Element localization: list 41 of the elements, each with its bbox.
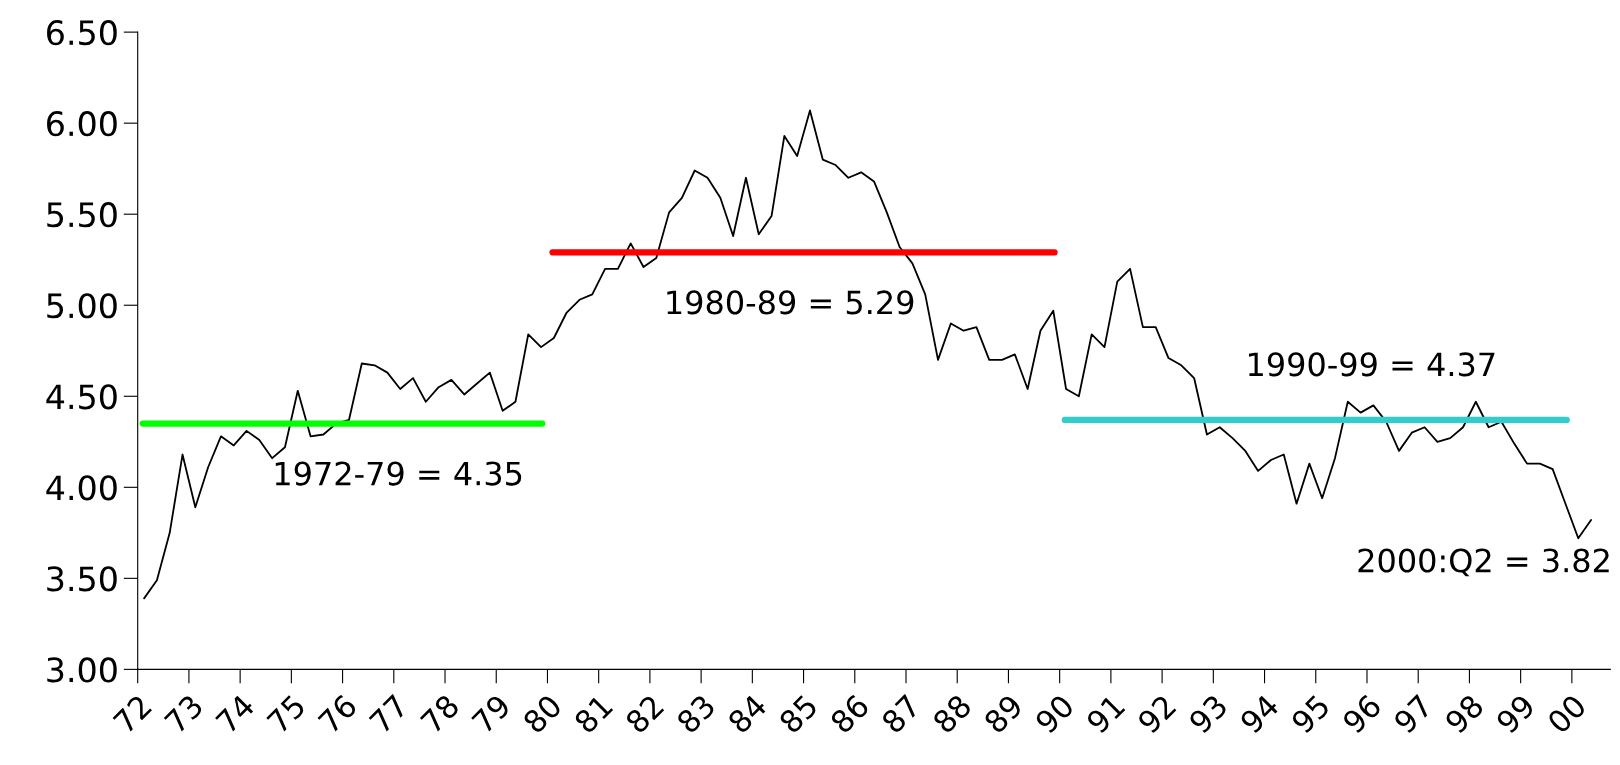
x-tick-label: 88 bbox=[931, 693, 973, 735]
y-tick-label: 3.00 bbox=[47, 657, 117, 683]
x-tick-label: 84 bbox=[726, 693, 768, 735]
series-label: 1972-79 = 4.35 bbox=[275, 461, 522, 486]
x-tick-label: 75 bbox=[266, 694, 307, 735]
x-tick-label: 90 bbox=[1033, 693, 1075, 735]
x-tick-label: 89 bbox=[982, 693, 1024, 735]
x-tick-label: 83 bbox=[675, 693, 717, 735]
x-tick-label: 00 bbox=[1546, 693, 1588, 735]
x-tick-label: 96 bbox=[1341, 693, 1383, 735]
y-tick-label: 4.00 bbox=[46, 475, 117, 501]
x-tick-label: 97 bbox=[1392, 693, 1434, 735]
x-tick-label: 76 bbox=[317, 693, 358, 735]
x-tick-label: 79 bbox=[470, 693, 512, 735]
x-tick-label: 93 bbox=[1187, 693, 1229, 735]
x-tick-label: 86 bbox=[829, 693, 871, 735]
x-tick-label: 87 bbox=[880, 693, 921, 735]
x-tick-label: 95 bbox=[1290, 693, 1331, 735]
y-tick-label: 6.00 bbox=[47, 111, 117, 137]
x-tick-label: 74 bbox=[215, 693, 256, 734]
annotation: 2000:Q2 = 3.82 bbox=[1358, 548, 1609, 577]
x-tick-label: 73 bbox=[163, 693, 204, 735]
x-tick-label: 77 bbox=[368, 694, 409, 734]
x-tick-label: 99 bbox=[1494, 693, 1536, 735]
x-tick-label: 72 bbox=[112, 694, 152, 734]
x-tick-label: 92 bbox=[1136, 694, 1177, 735]
y-tick-label: 4.50 bbox=[46, 384, 117, 410]
x-tick-label: 94 bbox=[1238, 693, 1281, 735]
y-tick-label: 6.50 bbox=[47, 20, 117, 46]
x-tick-label: 80 bbox=[521, 693, 563, 735]
y-tick-label: 5.50 bbox=[47, 202, 117, 228]
x-tick-label: 85 bbox=[777, 693, 819, 735]
x-tick-label: 98 bbox=[1443, 693, 1485, 735]
series-label: 1980-89 = 5.29 bbox=[667, 290, 914, 315]
x-tick-label: 91 bbox=[1085, 693, 1126, 735]
x-tick-label: 82 bbox=[624, 694, 665, 735]
x-tick-label: 78 bbox=[419, 693, 461, 735]
x-tick-label: 81 bbox=[573, 693, 614, 735]
series-label: 1990-99 = 4.37 bbox=[1248, 352, 1495, 377]
y-tick-label: 3.50 bbox=[47, 566, 117, 592]
y-tick-label: 5.00 bbox=[47, 293, 117, 319]
